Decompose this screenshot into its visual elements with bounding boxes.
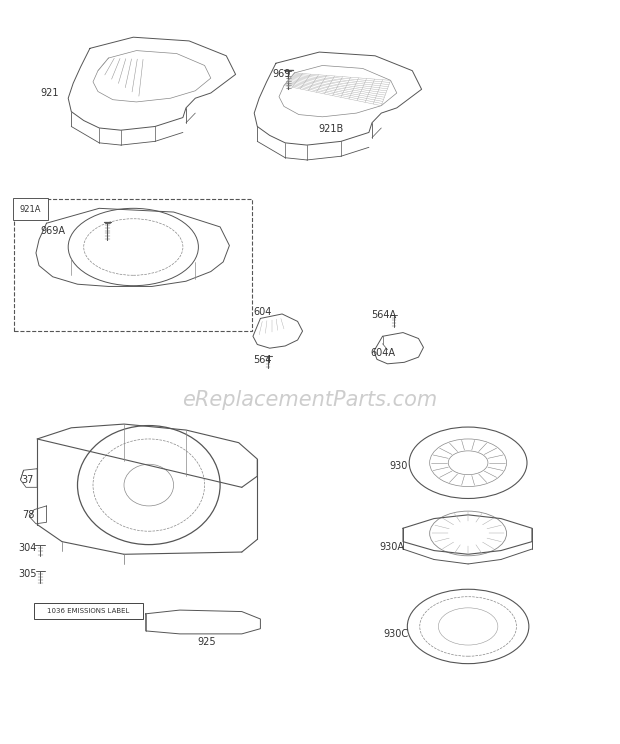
Bar bbox=[34, 603, 143, 619]
Bar bbox=[14, 199, 252, 331]
Text: 564: 564 bbox=[253, 355, 272, 365]
Text: 925: 925 bbox=[197, 637, 216, 647]
Text: 564A: 564A bbox=[371, 310, 396, 321]
Text: 969: 969 bbox=[273, 69, 291, 80]
Text: 604A: 604A bbox=[371, 347, 396, 358]
Text: 1036 EMISSIONS LABEL: 1036 EMISSIONS LABEL bbox=[47, 608, 130, 614]
Text: 921: 921 bbox=[40, 88, 59, 98]
Text: 921A: 921A bbox=[20, 205, 42, 214]
Text: 921B: 921B bbox=[319, 124, 344, 135]
Text: 37: 37 bbox=[22, 475, 34, 485]
Text: 930: 930 bbox=[389, 461, 408, 471]
Text: 969A: 969A bbox=[40, 225, 65, 236]
Text: 304: 304 bbox=[19, 543, 37, 554]
Text: 305: 305 bbox=[19, 569, 37, 580]
Text: 604: 604 bbox=[253, 307, 272, 318]
Text: 930A: 930A bbox=[379, 542, 404, 552]
Text: 930C: 930C bbox=[383, 629, 409, 639]
Text: 78: 78 bbox=[22, 510, 34, 520]
Text: eReplacementParts.com: eReplacementParts.com bbox=[182, 391, 438, 410]
